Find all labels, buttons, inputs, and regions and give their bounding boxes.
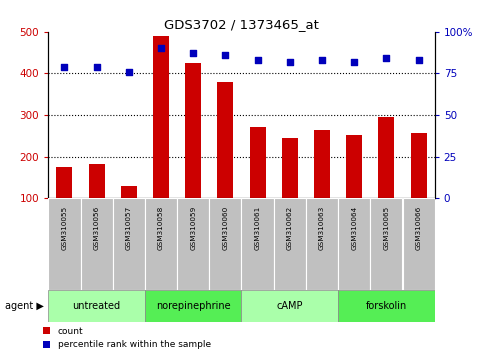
Text: forskolin: forskolin xyxy=(366,301,407,311)
Bar xyxy=(185,63,201,240)
Bar xyxy=(346,135,362,240)
Text: GSM310064: GSM310064 xyxy=(351,206,357,250)
Bar xyxy=(338,290,435,322)
Text: norepinephrine: norepinephrine xyxy=(156,301,230,311)
Bar xyxy=(153,36,169,240)
Bar xyxy=(338,198,370,290)
Bar xyxy=(378,117,395,240)
Bar xyxy=(402,198,435,290)
Bar xyxy=(306,198,338,290)
Text: untreated: untreated xyxy=(72,301,121,311)
Point xyxy=(93,64,100,70)
Point xyxy=(318,57,326,63)
Text: GSM310058: GSM310058 xyxy=(158,206,164,250)
Bar xyxy=(274,198,306,290)
Bar xyxy=(242,290,338,322)
Bar xyxy=(113,198,145,290)
Point xyxy=(125,69,133,75)
Text: GSM310059: GSM310059 xyxy=(190,206,196,250)
Bar xyxy=(217,82,233,240)
Bar xyxy=(88,164,105,240)
Point xyxy=(189,51,197,56)
Bar xyxy=(242,198,274,290)
Text: GSM310061: GSM310061 xyxy=(255,206,261,250)
Point xyxy=(222,52,229,58)
Text: GSM310060: GSM310060 xyxy=(222,206,228,250)
Bar xyxy=(121,186,137,240)
Text: GSM310057: GSM310057 xyxy=(126,206,132,250)
Bar xyxy=(411,133,426,240)
Bar xyxy=(57,167,72,240)
Bar xyxy=(48,198,81,290)
Point xyxy=(60,64,68,70)
Title: GDS3702 / 1373465_at: GDS3702 / 1373465_at xyxy=(164,18,319,31)
Bar xyxy=(250,127,266,240)
Bar xyxy=(145,290,242,322)
Point xyxy=(157,46,165,51)
Point xyxy=(415,57,423,63)
Point xyxy=(254,57,261,63)
Bar xyxy=(48,290,145,322)
Text: GSM310065: GSM310065 xyxy=(384,206,389,250)
Bar xyxy=(177,198,209,290)
Point xyxy=(383,56,390,61)
Text: GSM310063: GSM310063 xyxy=(319,206,325,250)
Bar xyxy=(145,198,177,290)
Text: agent ▶: agent ▶ xyxy=(5,301,43,311)
Bar xyxy=(370,198,402,290)
Bar xyxy=(314,130,330,240)
Bar xyxy=(282,138,298,240)
Bar xyxy=(209,198,242,290)
Text: GSM310056: GSM310056 xyxy=(94,206,99,250)
Bar xyxy=(81,198,113,290)
Point xyxy=(350,59,358,65)
Text: cAMP: cAMP xyxy=(277,301,303,311)
Text: GSM310066: GSM310066 xyxy=(415,206,422,250)
Text: GSM310055: GSM310055 xyxy=(61,206,68,250)
Text: GSM310062: GSM310062 xyxy=(287,206,293,250)
Legend: count, percentile rank within the sample: count, percentile rank within the sample xyxy=(43,327,211,349)
Point xyxy=(286,59,294,65)
